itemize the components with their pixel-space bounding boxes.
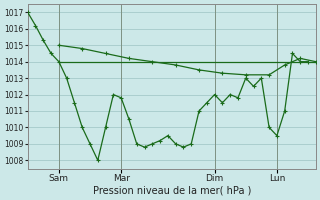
X-axis label: Pression niveau de la mer( hPa ): Pression niveau de la mer( hPa ) bbox=[92, 186, 251, 196]
